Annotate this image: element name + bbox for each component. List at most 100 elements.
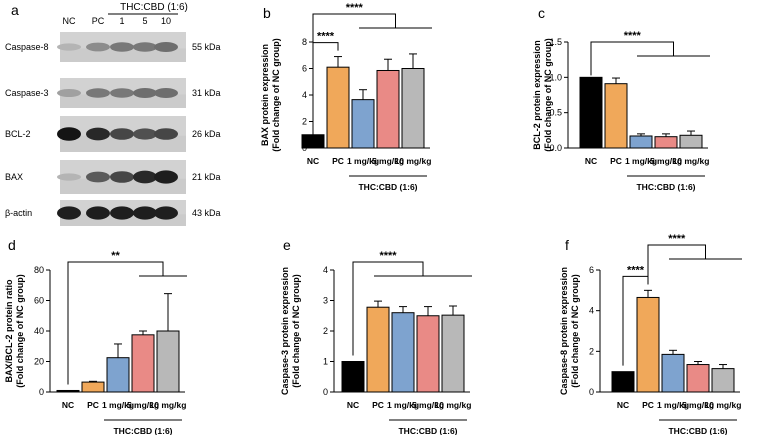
bar-t1 [661,353,685,393]
x-tick-label: NC [585,156,597,166]
x-tick-label: 1 mg/kg [387,400,419,410]
x-tick-label: NC [347,400,359,410]
x-tick-label: 10 mg/kg [150,400,187,410]
y-tick-label: 2 [589,346,594,356]
blot-row--actin [57,200,186,226]
bar-t10 [441,314,465,393]
significance-bracket [312,13,396,129]
y-tick-label: 1.0 [549,72,562,82]
x-tick-label: PC [87,400,99,410]
group-label: THC:CBD (1:6) [636,182,695,192]
y-tick-label: 1.5 [549,37,562,47]
bar-nc [611,371,635,393]
blot-kda-label: 55 kDa [192,42,221,52]
y-tick-label: 3 [323,296,328,306]
blot-protein-label: BAX [5,172,23,182]
blot-band [133,128,157,140]
bar-pc [366,306,390,393]
blot-kda-label: 26 kDa [192,129,221,139]
blot-band [154,206,178,220]
bar-t5 [654,136,678,149]
y-axis-label: BAX protein expression [260,44,270,146]
lane-label: PC [92,16,105,26]
x-tick-label: 1 mg/kg [102,400,134,410]
x-tick-label: NC [62,400,74,410]
y-axis-label: BCL-2 protein expression [532,40,542,150]
blot-protein-label: Caspase-3 [5,88,49,98]
blot-background [60,48,186,62]
blot-background [60,94,186,108]
blot-band [86,127,110,141]
chart-panel-f: f 0 2 4 6 Caspase-8 protein expression (Fold c… [559,233,742,435]
blot-band [86,42,110,52]
x-tick-label: PC [642,400,654,410]
x-tick-label: PC [610,156,622,166]
y-axis-label-sub: (Fold change of NC group) [570,274,580,387]
blot-background [60,135,186,152]
bar-t10 [156,330,180,393]
significance-bracket [352,261,424,356]
x-tick-label: 10 mg/kg [673,156,710,166]
bar-t5 [131,334,155,393]
bar-t5 [376,69,400,149]
significance-label: **** [317,31,335,43]
y-tick-label: 4 [589,306,594,316]
blot-protein-label: β-actin [5,208,32,218]
chart-panel-d: d 0 20 40 60 80 BAX/BCL-2 protein ratio (Fold c… [4,237,187,435]
chart-panel-b: b02468BAX protein expression(Fold change… [260,2,432,192]
group-label: THC:CBD (1:6) [358,182,417,192]
western-blot-panel: a THC:CBD (1:6) NC PC 1 5 10 Caspase-8 55 kDa Cas… [5,2,221,226]
significance-bracket [647,244,706,285]
y-tick-label: 1 [323,357,328,367]
chart-panel-c: c 0.0 0.5 1.0 1.5 BCL-2 protein expression (Fo… [532,5,710,192]
bar-t10 [711,368,735,393]
y-tick-label: 4 [323,265,328,275]
y-tick-label: 20 [34,357,44,367]
x-tick-label: 5 mg/kg [682,400,714,410]
bar-nc [56,389,80,393]
bar-t1 [106,357,130,393]
blot-band [154,88,178,98]
x-tick-label: 1 mg/kg [625,156,657,166]
y-tick-label: 2 [302,117,307,127]
blot-row-caspase-8 [57,32,186,62]
y-tick-label: 80 [34,265,44,275]
x-tick-label: PC [372,400,384,410]
lane-label: 1 [119,16,124,26]
y-axis: 0 20 40 60 80 [34,265,51,397]
blot-row-bcl-2 [57,116,186,152]
bar-pc [81,381,105,393]
y-tick-label: 2 [323,326,328,336]
x-tick-label: 5 mg/kg [650,156,682,166]
panel-letter-f: f [565,237,569,253]
blot-row-caspase-3 [57,78,186,108]
blot-band [86,206,110,220]
blot-band [110,88,134,98]
y-axis-label-sub: (Fold change of NC group) [15,274,25,387]
blot-band [133,206,157,220]
blot-band [110,206,134,220]
y-axis: 0.0 0.5 1.0 1.5 [549,37,569,153]
bar-pc [326,66,350,149]
blot-band [110,128,134,140]
blot-band [133,42,157,52]
blot-protein-label: Caspase-8 [5,42,49,52]
lane-label: 10 [161,16,171,26]
blot-band [57,127,81,141]
significance-bracket [590,41,674,76]
x-tick-label: 1 mg/kg [657,400,689,410]
bar-t1 [351,99,375,149]
panel-letter-e: e [283,237,291,253]
y-axis-label-sub: (Fold change of NC group) [271,38,281,151]
y-tick-label: 0 [323,387,328,397]
blot-band [57,43,81,51]
x-tick-label: PC [332,156,344,166]
chart-panel-e: e 0 1 2 3 4 Caspase-3 protein expression (Fold … [280,237,472,435]
x-tick-label: NC [617,400,629,410]
y-tick-label: 8 [302,37,307,47]
lane-label: NC [63,16,76,26]
bar-pc [604,83,628,149]
x-tick-label: 1 mg/kg [347,156,379,166]
y-tick-label: 6 [302,64,307,74]
